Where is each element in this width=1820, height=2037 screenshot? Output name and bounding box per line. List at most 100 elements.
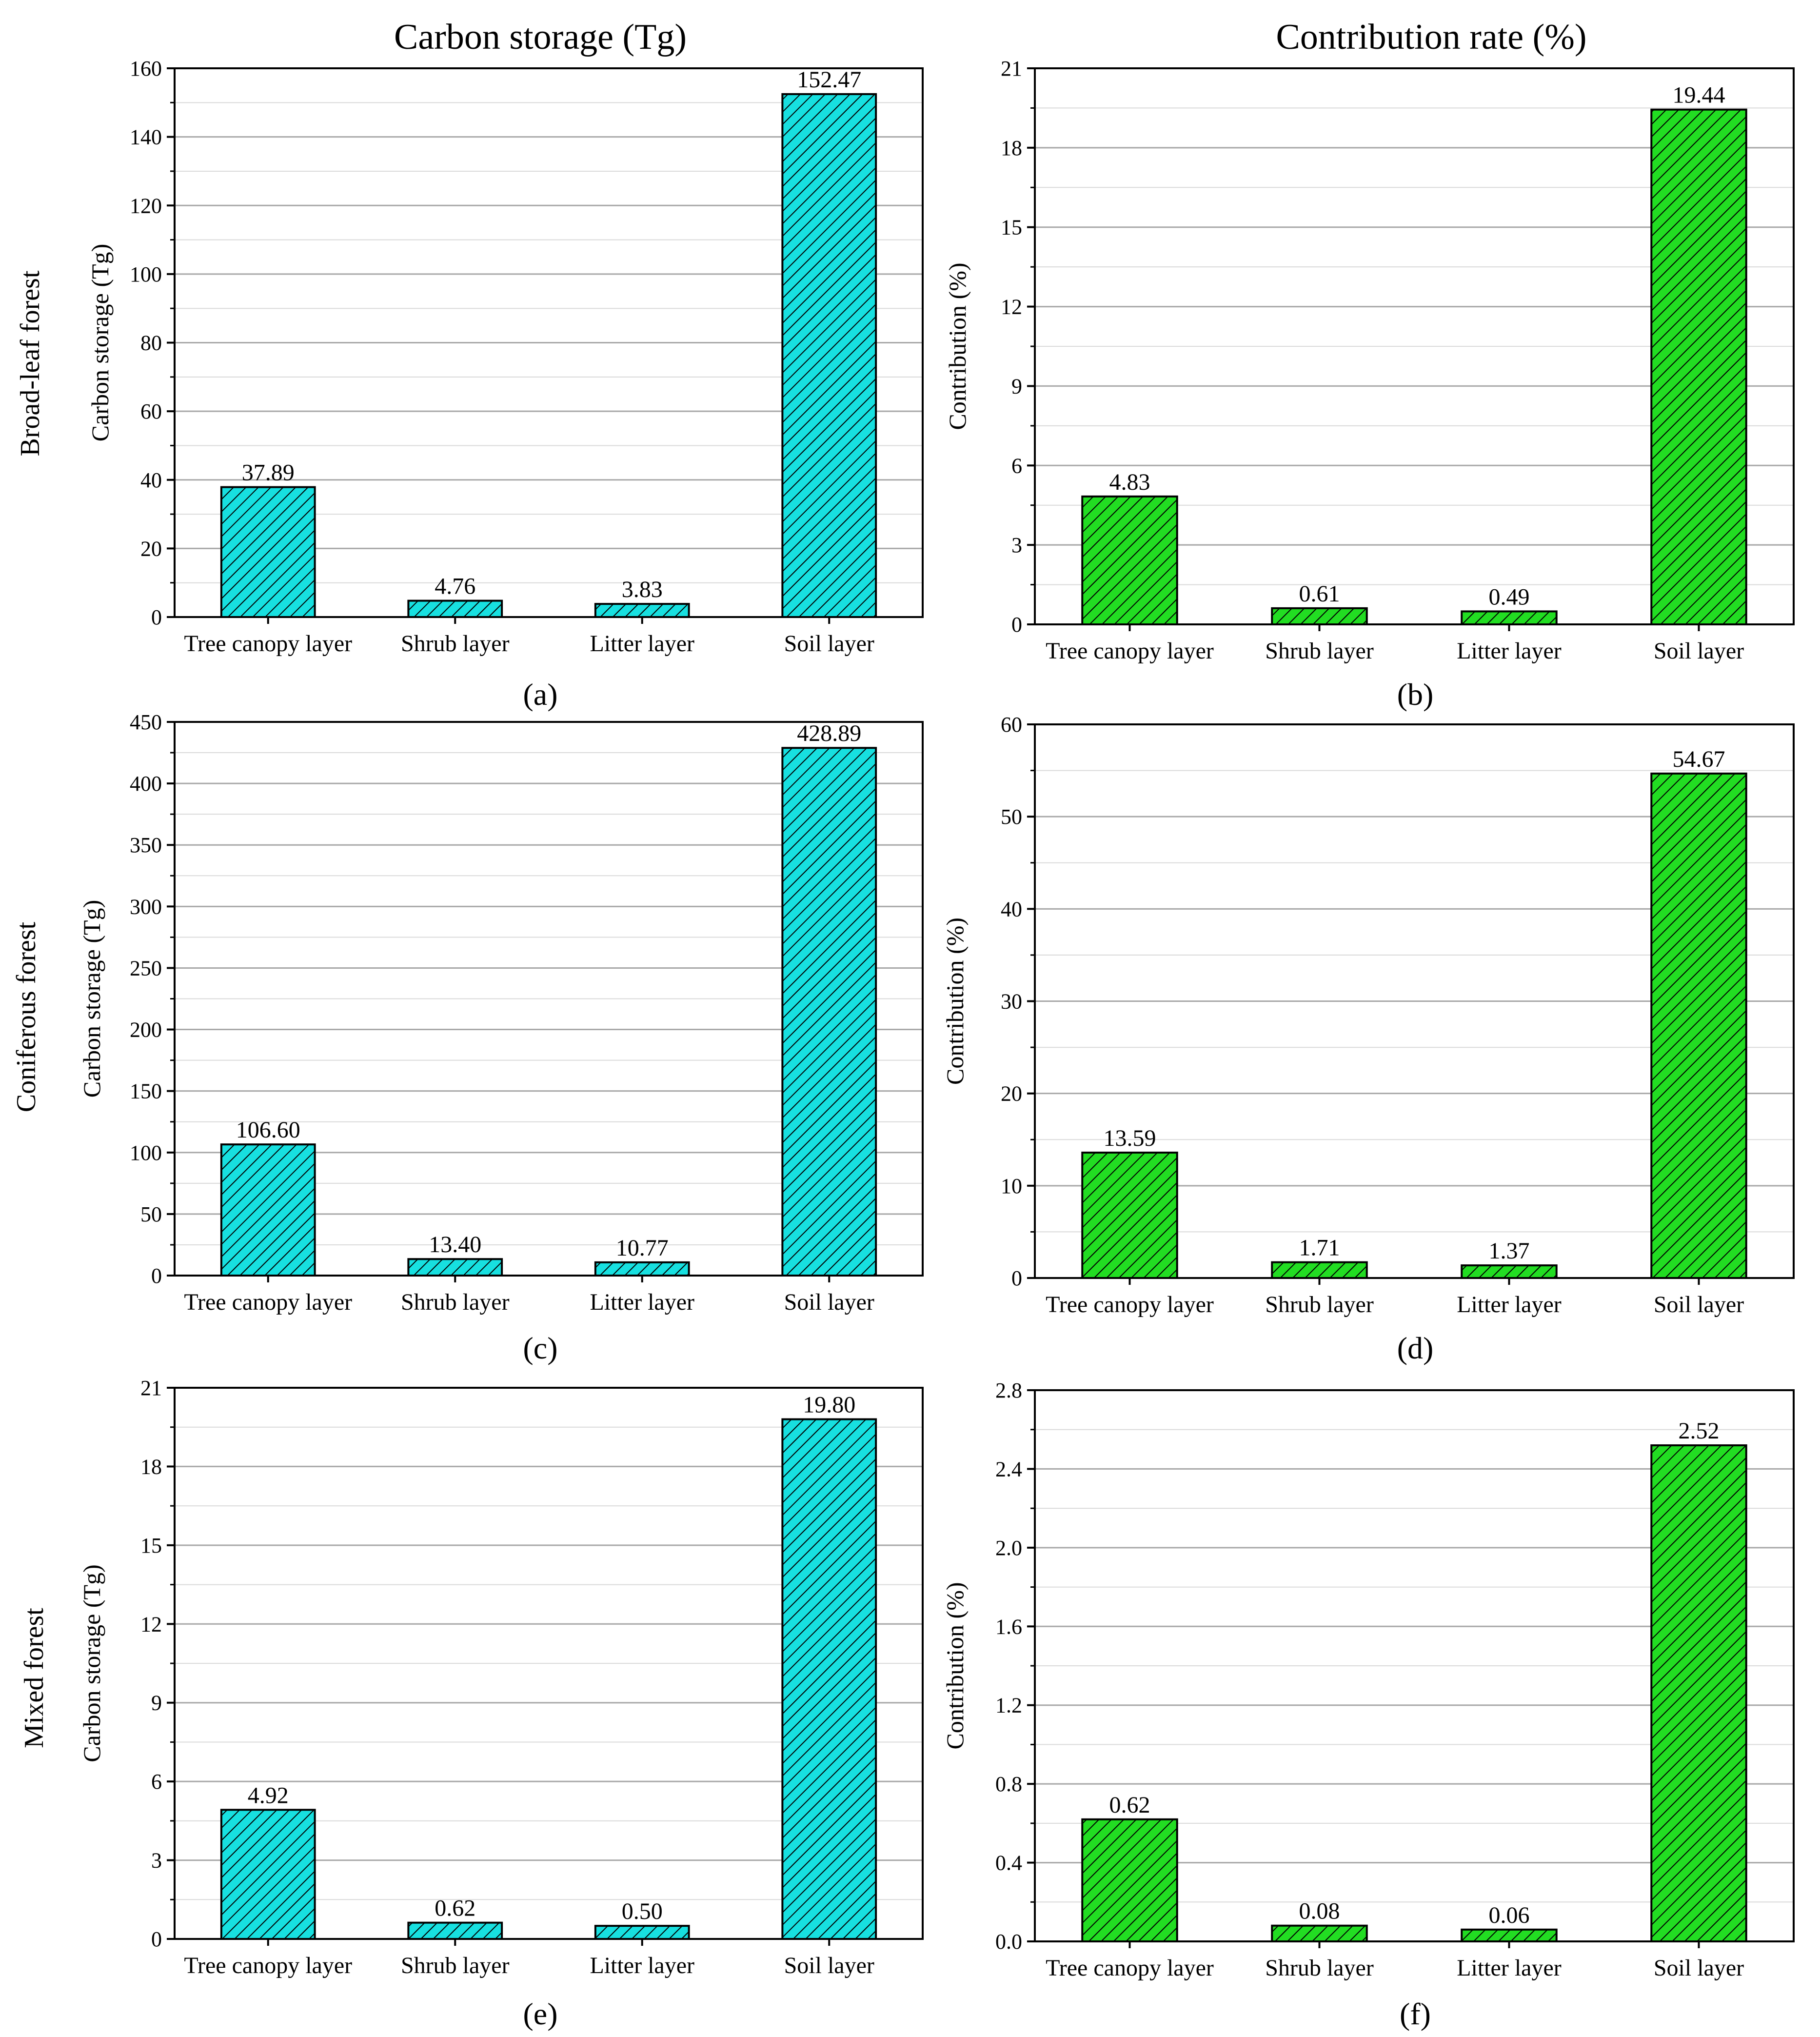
y-tick-label: 350 <box>130 833 162 857</box>
bar-hatch-litter-layer <box>594 1925 690 1940</box>
value-label-soil-layer: 2.52 <box>1679 1418 1720 1444</box>
y-tick-label: 20 <box>140 537 162 560</box>
panel-label-d: (d) <box>1397 1331 1434 1365</box>
category-label-tree-canopy-layer: Tree canopy layer <box>1046 638 1214 664</box>
value-label-shrub-layer: 0.61 <box>1299 581 1340 607</box>
category-label-shrub-layer: Shrub layer <box>401 1953 510 1978</box>
value-label-tree-canopy-layer: 37.89 <box>242 460 295 486</box>
y-tick-label: 9 <box>151 1691 162 1715</box>
chart-e: 0 3 6 9 12 15 18 21 Carbon storage (Tg) 4.92 Tree … <box>78 1376 924 2031</box>
y-tick-label: 1.6 <box>995 1615 1022 1638</box>
value-label-soil-layer: 19.80 <box>803 1392 855 1418</box>
bar-hatch-soil-layer <box>1650 108 1747 626</box>
value-label-litter-layer: 3.83 <box>622 577 663 602</box>
value-label-tree-canopy-layer: 4.83 <box>1109 469 1150 495</box>
bar-hatch-litter-layer <box>1461 1264 1558 1279</box>
y-tick-label: 3 <box>1011 533 1022 557</box>
bar-hatch-soil-layer <box>781 1418 877 1940</box>
chart-a: 0 20 40 60 80 100 120 140 160 Carbon storage (Tg)… <box>86 57 924 712</box>
y-tick-label: 12 <box>1001 295 1022 319</box>
panel-label-f: (f) <box>1400 1997 1431 2031</box>
y-tick-label: 30 <box>1001 990 1022 1014</box>
category-label-litter-layer: Litter layer <box>1457 1955 1562 1981</box>
bar-hatch-litter-layer <box>594 1261 690 1277</box>
y-tick-label: 40 <box>140 468 162 492</box>
category-label-tree-canopy-layer: Tree canopy layer <box>184 1953 352 1978</box>
value-label-tree-canopy-layer: 13.59 <box>1104 1125 1156 1151</box>
value-label-litter-layer: 0.50 <box>622 1898 663 1924</box>
value-label-litter-layer: 1.37 <box>1489 1238 1530 1264</box>
value-label-soil-layer: 428.89 <box>797 720 861 746</box>
bar-hatch-litter-layer <box>1461 610 1558 626</box>
y-tick-label: 250 <box>130 956 162 980</box>
y-tick-label: 100 <box>130 262 162 286</box>
category-label-litter-layer: Litter layer <box>590 1953 694 1978</box>
bar-hatch-litter-layer <box>1461 1928 1558 1942</box>
category-label-shrub-layer: Shrub layer <box>401 1289 510 1315</box>
y-tick-label: 21 <box>1001 57 1022 80</box>
y-tick-label: 21 <box>140 1376 162 1400</box>
y-tick-label: 15 <box>1001 216 1022 240</box>
y-tick-label: 120 <box>130 194 162 218</box>
bar-hatch-shrub-layer <box>407 599 503 618</box>
category-label-soil-layer: Soil layer <box>784 1953 874 1978</box>
y-tick-label: 160 <box>130 57 162 80</box>
y-tick-label: 60 <box>1001 713 1022 737</box>
y-axis-label: Carbon storage (Tg) <box>78 1564 105 1762</box>
row-label-broadleaf: Broad-leaf forest <box>15 270 45 456</box>
bar-hatch-shrub-layer <box>1271 1261 1368 1279</box>
y-tick-label: 60 <box>140 399 162 423</box>
value-label-shrub-layer: 0.08 <box>1299 1898 1340 1924</box>
bar-hatch-soil-layer <box>1650 772 1747 1279</box>
category-label-tree-canopy-layer: Tree canopy layer <box>184 631 352 657</box>
y-tick-label: 6 <box>151 1770 162 1794</box>
chart-c: 0 50 100 150 200 250 300 350 400 450 Carbon storag… <box>78 710 924 1365</box>
panel-label-b: (b) <box>1397 677 1434 712</box>
category-label-litter-layer: Litter layer <box>1457 1292 1562 1318</box>
y-tick-label: 2.4 <box>995 1457 1022 1481</box>
panel-label-a: (a) <box>523 677 557 712</box>
value-label-shrub-layer: 4.76 <box>435 574 475 599</box>
y-tick-label: 50 <box>1001 805 1022 829</box>
y-tick-label: 1.2 <box>995 1694 1022 1717</box>
column-title-storage: Carbon storage (Tg) <box>394 17 687 57</box>
value-label-shrub-layer: 0.62 <box>435 1896 475 1921</box>
y-tick-label: 0.4 <box>995 1851 1022 1875</box>
y-tick-label: 0 <box>151 1927 162 1951</box>
bar-hatch-shrub-layer <box>407 1258 503 1277</box>
category-label-soil-layer: Soil layer <box>1654 1292 1744 1318</box>
row-label-coniferous: Coniferous forest <box>11 921 41 1112</box>
category-label-soil-layer: Soil layer <box>1654 638 1744 664</box>
y-tick-label: 6 <box>1011 454 1022 478</box>
bar-hatch-litter-layer <box>594 603 690 618</box>
bar-hatch-soil-layer <box>1650 1444 1747 1942</box>
y-tick-label: 0 <box>1011 613 1022 637</box>
y-tick-label: 15 <box>140 1534 162 1558</box>
y-tick-label: 400 <box>130 772 162 796</box>
value-label-tree-canopy-layer: 4.92 <box>248 1782 289 1808</box>
category-label-shrub-layer: Shrub layer <box>401 631 510 657</box>
y-axis-label: Contribution (%) <box>944 262 971 430</box>
bar-hatch-shrub-layer <box>1271 1924 1368 1943</box>
value-label-shrub-layer: 13.40 <box>429 1232 481 1258</box>
value-label-soil-layer: 19.44 <box>1673 82 1725 108</box>
y-tick-label: 3 <box>151 1849 162 1873</box>
column-title-contribution: Contribution rate (%) <box>1276 17 1586 57</box>
bar-hatch-tree-canopy-layer <box>220 1809 316 1940</box>
bar-hatch-tree-canopy-layer <box>1081 1151 1178 1279</box>
bar-hatch-tree-canopy-layer <box>1081 495 1178 625</box>
category-label-soil-layer: Soil layer <box>784 1289 874 1315</box>
bar-hatch-shrub-layer <box>407 1921 503 1940</box>
value-label-litter-layer: 0.06 <box>1489 1902 1530 1928</box>
y-tick-label: 18 <box>1001 136 1022 160</box>
category-label-shrub-layer: Shrub layer <box>1265 638 1374 664</box>
value-label-soil-layer: 152.47 <box>797 67 861 93</box>
category-label-soil-layer: Soil layer <box>1654 1955 1744 1981</box>
panel-label-e: (e) <box>523 1997 557 2031</box>
y-axis-label: Carbon storage (Tg) <box>78 900 105 1098</box>
y-tick-label: 200 <box>130 1018 162 1042</box>
category-label-litter-layer: Litter layer <box>590 1289 694 1315</box>
y-tick-label: 100 <box>130 1141 162 1165</box>
y-tick-label: 10 <box>1001 1174 1022 1198</box>
